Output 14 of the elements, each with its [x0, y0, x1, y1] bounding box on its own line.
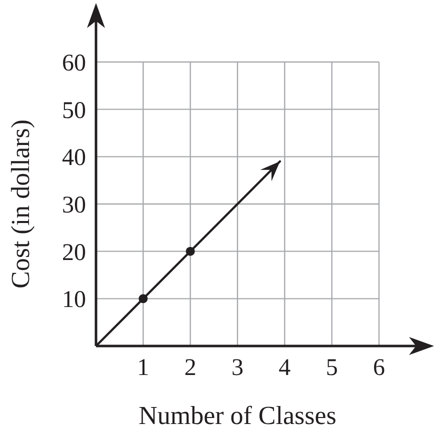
x-tick-label: 1 — [137, 355, 150, 382]
x-tick-label: 4 — [278, 355, 291, 382]
x-tick-label: 2 — [184, 355, 196, 382]
y-tick-label: 50 — [62, 98, 86, 124]
x-tick-label: 5 — [326, 355, 338, 382]
y-axis-title: Cost (in dollars) — [6, 120, 36, 288]
x-axis-title: Number of Classes — [138, 401, 336, 430]
y-tick-label: 40 — [62, 145, 86, 172]
y-tick-label: 60 — [62, 50, 86, 77]
x-tick-label: 6 — [373, 355, 385, 382]
y-tick-label: 30 — [62, 192, 86, 219]
y-tick-label: 20 — [62, 240, 86, 266]
y-tick-label: 10 — [62, 287, 86, 314]
x-tick-label: 3 — [232, 355, 244, 382]
